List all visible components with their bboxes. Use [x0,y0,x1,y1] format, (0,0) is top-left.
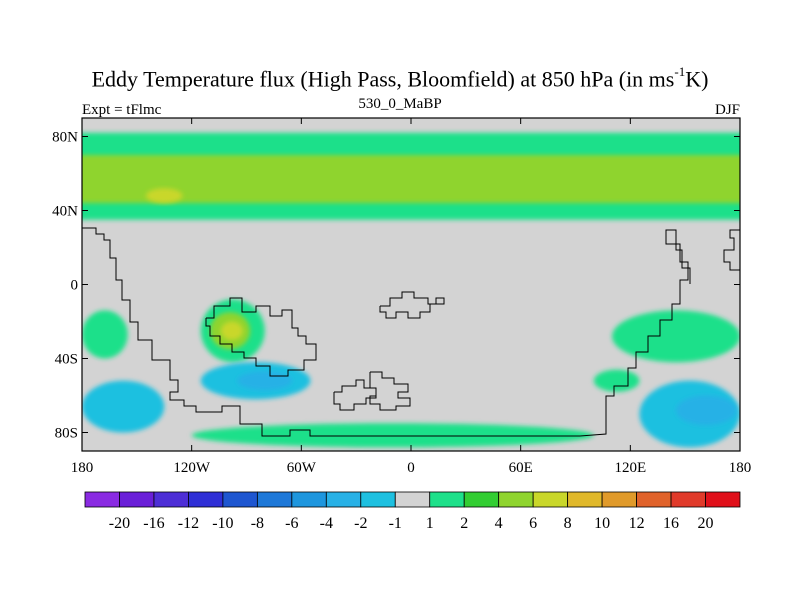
colorbar-label-11: 4 [495,515,503,532]
colorbar-swatch-3 [188,491,224,508]
coastline-south-america [205,297,317,377]
season-label: DJF [714,102,740,118]
coastline-island-north [379,291,445,319]
colorbar-swatch-13 [532,491,569,508]
colorbar-swatch-8 [360,491,396,508]
coastline-island-south-1 [333,379,377,411]
colorbar-label-2: -12 [178,515,199,532]
colorbar-swatch-18 [705,491,741,508]
colorbar-label-6: -4 [320,515,333,532]
coastline-north-america [82,227,691,437]
colorbar-label-8: -1 [389,515,402,532]
colorbar-swatch-11 [463,491,500,508]
colorbar-label-9: 1 [426,515,434,532]
colorbar-label-3: -10 [212,515,233,532]
colorbar-swatch-4 [222,491,258,508]
y-tick-label-1: 40N [52,204,78,220]
colorbar-swatch-0 [84,491,120,508]
colorbar-label-4: -8 [251,515,264,532]
colorbar-label-10: 2 [460,515,468,532]
coastline-east-edge [723,229,740,271]
x-tick-label-1: 120W [173,460,211,476]
experiment-label: Expt = tFlmc [82,102,162,118]
field-region-12 [593,369,640,392]
colorbar: -20 -16 -12 -10 -8 -6 -4 -2 -1 1 2 4 6 8 10 12 16 20 [84,491,741,532]
x-tick-label-2: 60W [287,460,317,476]
x-tick-label-5: 120E [614,460,646,476]
colorbar-swatch-17 [670,491,706,508]
field-region-8 [82,380,165,433]
coastline-island-south-2 [369,371,411,411]
colorbar-label-12: 6 [529,515,537,532]
y-axis: 80N 40N 0 40S 80S [52,130,740,442]
chart-subtitle: 530_0_MaBP [358,96,442,112]
colorbar-swatch-9 [394,491,431,508]
colorbar-swatch-1 [119,491,155,508]
x-tick-label-0: 180 [71,460,94,476]
chart-title: Eddy Temperature flux (High Pass, Bloomf… [91,64,709,92]
x-tick-label-4: 60E [509,460,533,476]
y-tick-label-2: 0 [71,278,79,294]
y-tick-label-4: 80S [55,426,78,442]
colorbar-swatch-5 [256,491,293,508]
colorbar-swatch-12 [498,491,534,508]
colorbar-swatch-16 [636,491,672,508]
field-region-9 [191,423,594,448]
colorbar-swatch-6 [291,491,327,508]
colorbar-label-13: 8 [564,515,572,532]
field-region-11 [612,310,740,363]
colorbar-label-14: 10 [594,515,610,532]
colorbar-label-15: 12 [629,515,645,532]
colorbar-swatch-10 [429,491,465,508]
colorbar-swatch-2 [153,491,189,508]
field-region-10 [82,310,128,359]
colorbar-label-1: -16 [143,515,164,532]
flux-field [82,132,740,448]
field-region-7 [237,371,293,390]
colorbar-label-7: -2 [354,515,367,532]
colorbar-label-5: -6 [285,515,298,532]
colorbar-label-16: 16 [663,515,679,532]
x-tick-label-3: 0 [407,460,415,476]
field-region-2 [145,188,183,204]
colorbar-swatch-14 [567,491,603,508]
colorbar-label-17: 20 [698,515,714,532]
y-tick-label-0: 80N [52,130,78,146]
colorbar-swatch-15 [601,491,637,508]
field-region-5 [220,321,243,340]
field-region-14 [676,395,737,426]
x-tick-label-6: 180 [729,460,752,476]
colorbar-swatch-7 [325,491,362,508]
coastline [82,227,740,437]
field-region-1 [82,155,740,204]
x-axis: 180 120W 60W 0 60E 120E 180 [71,118,752,476]
y-tick-label-3: 40S [55,352,78,368]
colorbar-label-0: -20 [109,515,130,532]
